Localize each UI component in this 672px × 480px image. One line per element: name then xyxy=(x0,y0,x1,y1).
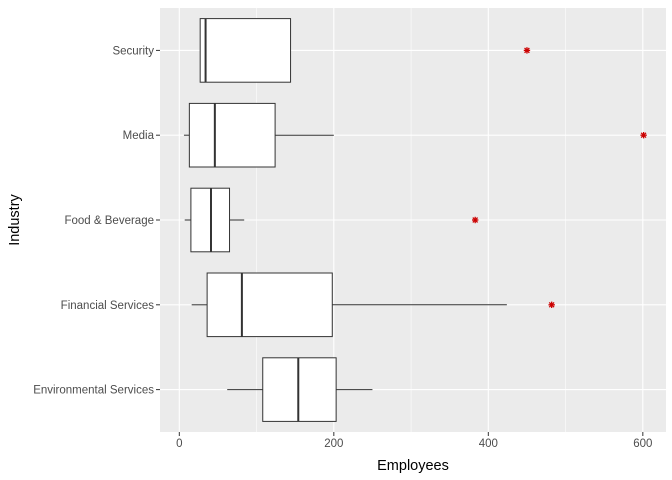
outlier-stroke xyxy=(524,47,530,54)
outlier-stroke xyxy=(640,132,647,139)
x-tick-label: 200 xyxy=(324,438,343,450)
box-environmental-services xyxy=(227,357,373,422)
box-iqr xyxy=(206,272,333,338)
x-axis-title: Employees xyxy=(377,458,449,474)
x-tick-label: 0 xyxy=(176,438,182,450)
outlier-point xyxy=(523,47,531,54)
boxes xyxy=(183,18,647,422)
box-food-beverage xyxy=(184,187,479,253)
y-tick-label: Security xyxy=(112,45,154,57)
x-tick-label: 400 xyxy=(479,438,498,450)
y-tick-label: Food & Beverage xyxy=(64,215,154,227)
outlier-stroke xyxy=(472,217,479,223)
axes: 0 200 400 600 Environmental Services Financia… xyxy=(33,45,652,450)
outlier-point xyxy=(471,216,479,224)
outlier-point xyxy=(548,301,555,308)
outlier-stroke xyxy=(548,301,555,308)
y-tick-label: Financial Services xyxy=(61,300,155,312)
box-security xyxy=(199,18,531,83)
box-iqr xyxy=(262,357,337,422)
box-iqr xyxy=(188,102,276,168)
box-iqr xyxy=(199,18,292,83)
box-media xyxy=(183,102,647,168)
x-tick-label: 600 xyxy=(633,438,652,450)
y-tick-label: Media xyxy=(123,130,155,142)
outlier-point xyxy=(640,132,647,139)
y-axis-title: Industry xyxy=(7,193,23,245)
y-tick-label: Environmental Services xyxy=(33,385,154,397)
box-financial-services xyxy=(191,272,555,338)
